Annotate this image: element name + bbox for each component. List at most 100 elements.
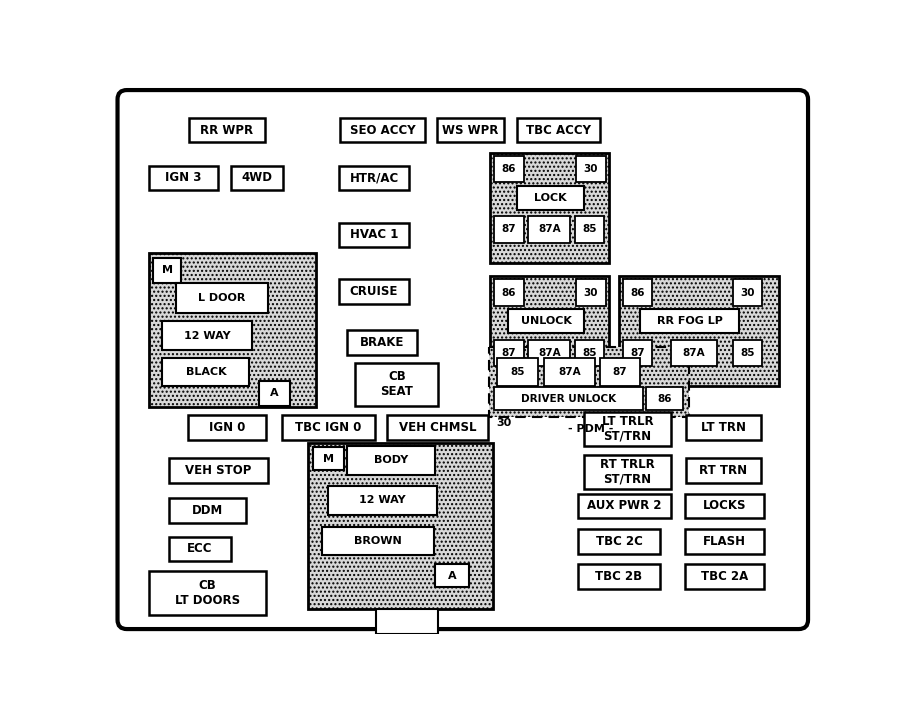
Text: 87: 87: [612, 367, 626, 377]
Text: 12 WAY: 12 WAY: [184, 330, 231, 340]
Text: 85: 85: [740, 347, 754, 357]
Text: 30: 30: [584, 164, 598, 174]
Bar: [577, 493, 670, 518]
Bar: [599, 358, 640, 386]
Bar: [339, 117, 425, 142]
Text: CB
LT DOORS: CB LT DOORS: [175, 579, 240, 607]
Text: RR FOG LP: RR FOG LP: [656, 316, 722, 326]
Bar: [618, 276, 778, 386]
Bar: [281, 415, 374, 439]
Text: AUX PWR 2: AUX PWR 2: [586, 499, 661, 513]
Text: FLASH: FLASH: [702, 535, 745, 548]
Bar: [493, 340, 523, 366]
Text: 12 WAY: 12 WAY: [359, 496, 405, 506]
Bar: [528, 340, 569, 366]
Bar: [346, 330, 416, 355]
Text: 86: 86: [502, 164, 516, 174]
Text: 87A: 87A: [682, 347, 704, 357]
Bar: [493, 387, 642, 410]
Bar: [355, 362, 437, 406]
Text: IGN 0: IGN 0: [208, 421, 244, 434]
Bar: [543, 358, 594, 386]
Text: 85: 85: [582, 347, 596, 357]
Bar: [339, 165, 409, 190]
Bar: [322, 528, 433, 555]
Bar: [153, 258, 181, 283]
Bar: [622, 280, 651, 305]
FancyBboxPatch shape: [117, 90, 807, 629]
Bar: [493, 156, 523, 182]
Bar: [148, 570, 266, 615]
Bar: [169, 498, 246, 523]
Bar: [684, 529, 763, 554]
Text: RT TRN: RT TRN: [698, 464, 747, 477]
Text: ECC: ECC: [187, 543, 212, 555]
Bar: [622, 340, 651, 366]
Text: BRAKE: BRAKE: [359, 336, 403, 349]
Text: 87A: 87A: [557, 367, 580, 377]
Bar: [387, 415, 487, 439]
Text: IGN 3: IGN 3: [165, 172, 201, 184]
Bar: [376, 609, 437, 634]
Text: 87: 87: [630, 347, 644, 357]
Bar: [312, 447, 344, 471]
Bar: [308, 443, 492, 609]
Text: TBC 2A: TBC 2A: [700, 570, 747, 583]
Bar: [497, 358, 537, 386]
Bar: [577, 565, 659, 589]
Bar: [490, 153, 608, 263]
Bar: [490, 276, 608, 386]
Text: M: M: [323, 454, 334, 464]
Text: 86: 86: [657, 394, 671, 404]
Text: RT TRLR
ST/TRN: RT TRLR ST/TRN: [600, 458, 654, 486]
Text: A: A: [270, 389, 278, 399]
Bar: [346, 446, 435, 475]
Bar: [162, 321, 252, 350]
Text: HVAC 1: HVAC 1: [349, 229, 398, 241]
Text: - PDM -: - PDM -: [567, 424, 613, 434]
Bar: [231, 165, 282, 190]
Bar: [685, 415, 759, 439]
Text: TBC IGN 0: TBC IGN 0: [295, 421, 361, 434]
Bar: [684, 565, 763, 589]
Text: LOCKS: LOCKS: [702, 499, 745, 513]
Text: BODY: BODY: [373, 456, 408, 466]
Text: M: M: [161, 266, 172, 276]
Text: 4WD: 4WD: [241, 172, 272, 184]
Text: BLACK: BLACK: [185, 367, 226, 377]
Bar: [684, 493, 763, 518]
Text: TBC 2C: TBC 2C: [594, 535, 641, 548]
Text: UNLOCK: UNLOCK: [520, 316, 571, 326]
Text: 87: 87: [501, 224, 516, 234]
Text: LT TRN: LT TRN: [700, 421, 745, 434]
Text: 30: 30: [584, 288, 598, 298]
Bar: [169, 537, 230, 561]
Bar: [148, 253, 316, 407]
Text: TBC ACCY: TBC ACCY: [526, 124, 590, 137]
Bar: [328, 486, 437, 515]
Bar: [169, 458, 268, 483]
Bar: [437, 117, 503, 142]
Bar: [575, 216, 603, 243]
Text: VEH STOP: VEH STOP: [185, 464, 251, 477]
Bar: [493, 216, 523, 243]
Bar: [732, 340, 761, 366]
Text: 85: 85: [582, 224, 596, 234]
Text: 85: 85: [510, 367, 524, 377]
Bar: [575, 340, 603, 366]
Bar: [577, 529, 659, 554]
Text: 30: 30: [740, 288, 754, 298]
Text: RR WPR: RR WPR: [200, 124, 253, 137]
Text: TBC 2B: TBC 2B: [594, 570, 642, 583]
Bar: [685, 458, 759, 483]
Text: SEO ACCY: SEO ACCY: [349, 124, 415, 137]
Bar: [493, 280, 523, 305]
Text: LOCK: LOCK: [534, 193, 566, 203]
Bar: [584, 412, 670, 446]
Text: 87A: 87A: [538, 224, 560, 234]
Bar: [258, 381, 290, 406]
Bar: [584, 455, 670, 489]
Bar: [339, 223, 409, 247]
Text: 87: 87: [501, 347, 516, 357]
Bar: [339, 280, 409, 304]
